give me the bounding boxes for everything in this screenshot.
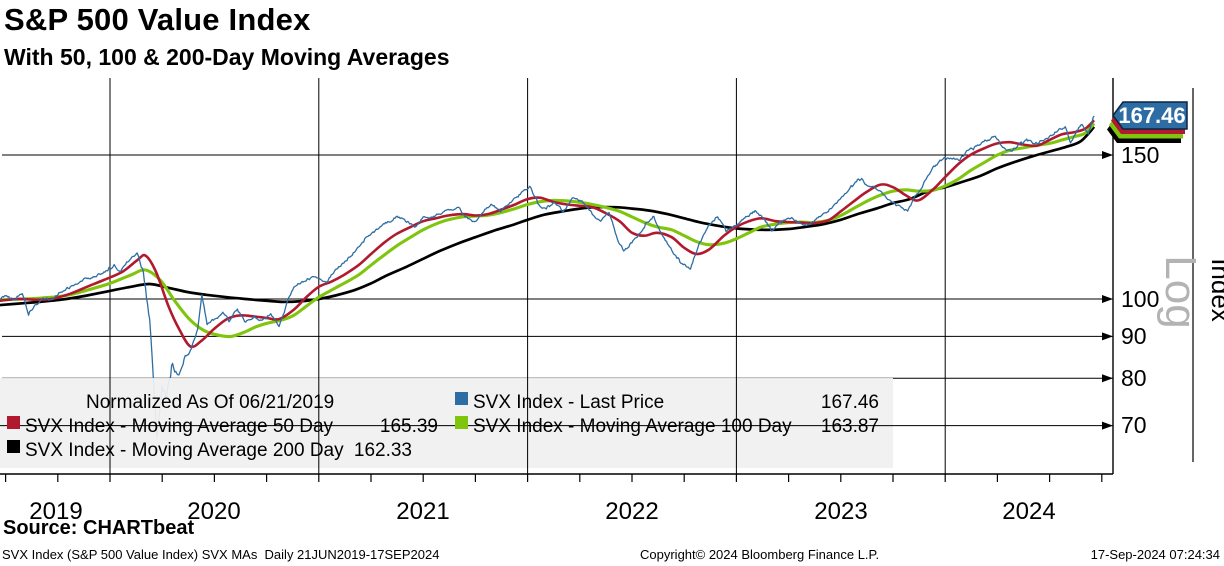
legend-value-ma200: 162.33 [354,440,412,461]
legend-swatch-ma200 [7,440,20,453]
legend-label-ma200[interactable]: SVX Index - Moving Average 200 Day [25,440,344,461]
footer-copyright: Copyright© 2024 Bloomberg Finance L.P. [640,547,880,562]
log-scale-label[interactable]: Log [1156,255,1205,328]
legend-value-ma100: 163.87 [821,416,879,437]
series-ma200-line [0,125,1096,307]
footer-timestamp: 17-Sep-2024 07:24:34 [1090,547,1220,562]
last-price-badge-value: 167.46 [1118,103,1185,128]
legend-label-ma100[interactable]: SVX Index - Moving Average 100 Day [473,416,792,437]
y-tick-80: 80 [1121,365,1147,391]
legend-swatch-ma100 [455,416,468,429]
x-tick-2024: 2024 [1002,498,1055,525]
y-tick-arrow-icon [1102,151,1113,159]
series-price-line [0,115,1095,438]
y-tick-arrow-icon [1102,374,1113,383]
page-title: S&P 500 Value Index [4,2,311,37]
y-tick-100: 100 [1121,286,1159,312]
series-ma100-line [0,122,1096,339]
source-label: Source: CHARTbeat [3,517,195,539]
legend-value-ma50: 165.39 [380,416,438,437]
y-tick-90: 90 [1121,323,1147,349]
legend-label-last-price[interactable]: SVX Index - Last Price [473,392,664,413]
last-price-badge [1107,101,1188,143]
x-tick-2021: 2021 [396,498,449,525]
y-tick-arrow-icon [1102,332,1113,341]
page-subtitle: With 50, 100 & 200-Day Moving Averages [4,44,450,70]
y-axis-title: Index [1206,258,1224,322]
axes [0,78,1194,482]
x-tick-2022: 2022 [605,498,658,525]
last-price-marker [1112,101,1188,130]
legend-value-last-price: 167.46 [821,392,879,413]
legend-swatch-ma50 [7,416,20,429]
legend-swatch-last-price [455,392,468,405]
legend-label-ma50[interactable]: SVX Index - Moving Average 50 Day [25,416,334,437]
series-ma50-line [0,119,1096,349]
legend-normalized-note: Normalized As Of 06/21/2019 [86,392,334,413]
x-tick-2020: 2020 [187,498,240,525]
y-tick-150: 150 [1121,142,1159,168]
series-lines [0,115,1096,438]
x-tick-2023: 2023 [814,498,867,525]
y-tick-70: 70 [1121,412,1147,438]
y-tick-arrow-icon [1102,295,1113,303]
footer-description: SVX Index (S&P 500 Value Index) SVX MAs … [2,547,440,562]
y-tick-arrow-icon [1102,421,1113,430]
x-tick-2019: 2019 [29,498,82,525]
legend-panel [0,378,893,468]
legend-grid-overlay [0,378,893,468]
